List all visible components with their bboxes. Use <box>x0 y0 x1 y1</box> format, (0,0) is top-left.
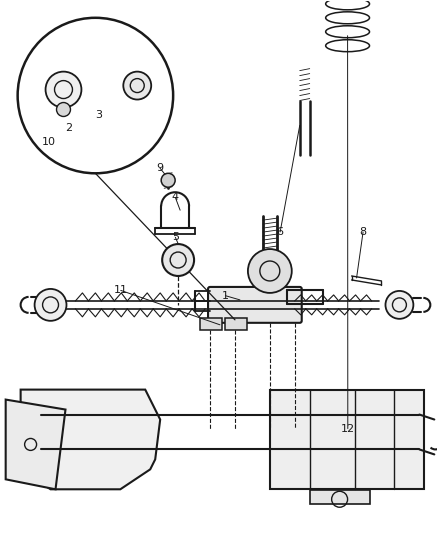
Text: 10: 10 <box>42 136 56 147</box>
Circle shape <box>18 18 173 173</box>
Text: 9: 9 <box>156 163 164 173</box>
FancyBboxPatch shape <box>310 490 370 504</box>
Text: 8: 8 <box>360 227 367 237</box>
Circle shape <box>57 102 71 117</box>
FancyBboxPatch shape <box>56 94 74 109</box>
Text: 11: 11 <box>114 285 128 295</box>
Circle shape <box>124 71 151 100</box>
Text: 3: 3 <box>95 110 102 120</box>
FancyBboxPatch shape <box>200 318 222 330</box>
Circle shape <box>46 71 81 108</box>
Text: 6: 6 <box>277 227 284 237</box>
Circle shape <box>161 173 175 187</box>
Text: 12: 12 <box>341 424 355 433</box>
Polygon shape <box>6 400 66 489</box>
FancyBboxPatch shape <box>208 287 302 323</box>
Circle shape <box>385 291 413 319</box>
Text: 1: 1 <box>222 290 229 301</box>
FancyBboxPatch shape <box>225 318 247 330</box>
Text: 5: 5 <box>172 232 179 243</box>
Circle shape <box>35 289 67 321</box>
Circle shape <box>162 244 194 276</box>
Text: 4: 4 <box>172 192 179 203</box>
FancyBboxPatch shape <box>270 390 424 489</box>
Circle shape <box>248 249 292 293</box>
Text: 2: 2 <box>65 123 72 133</box>
Polygon shape <box>21 390 160 489</box>
